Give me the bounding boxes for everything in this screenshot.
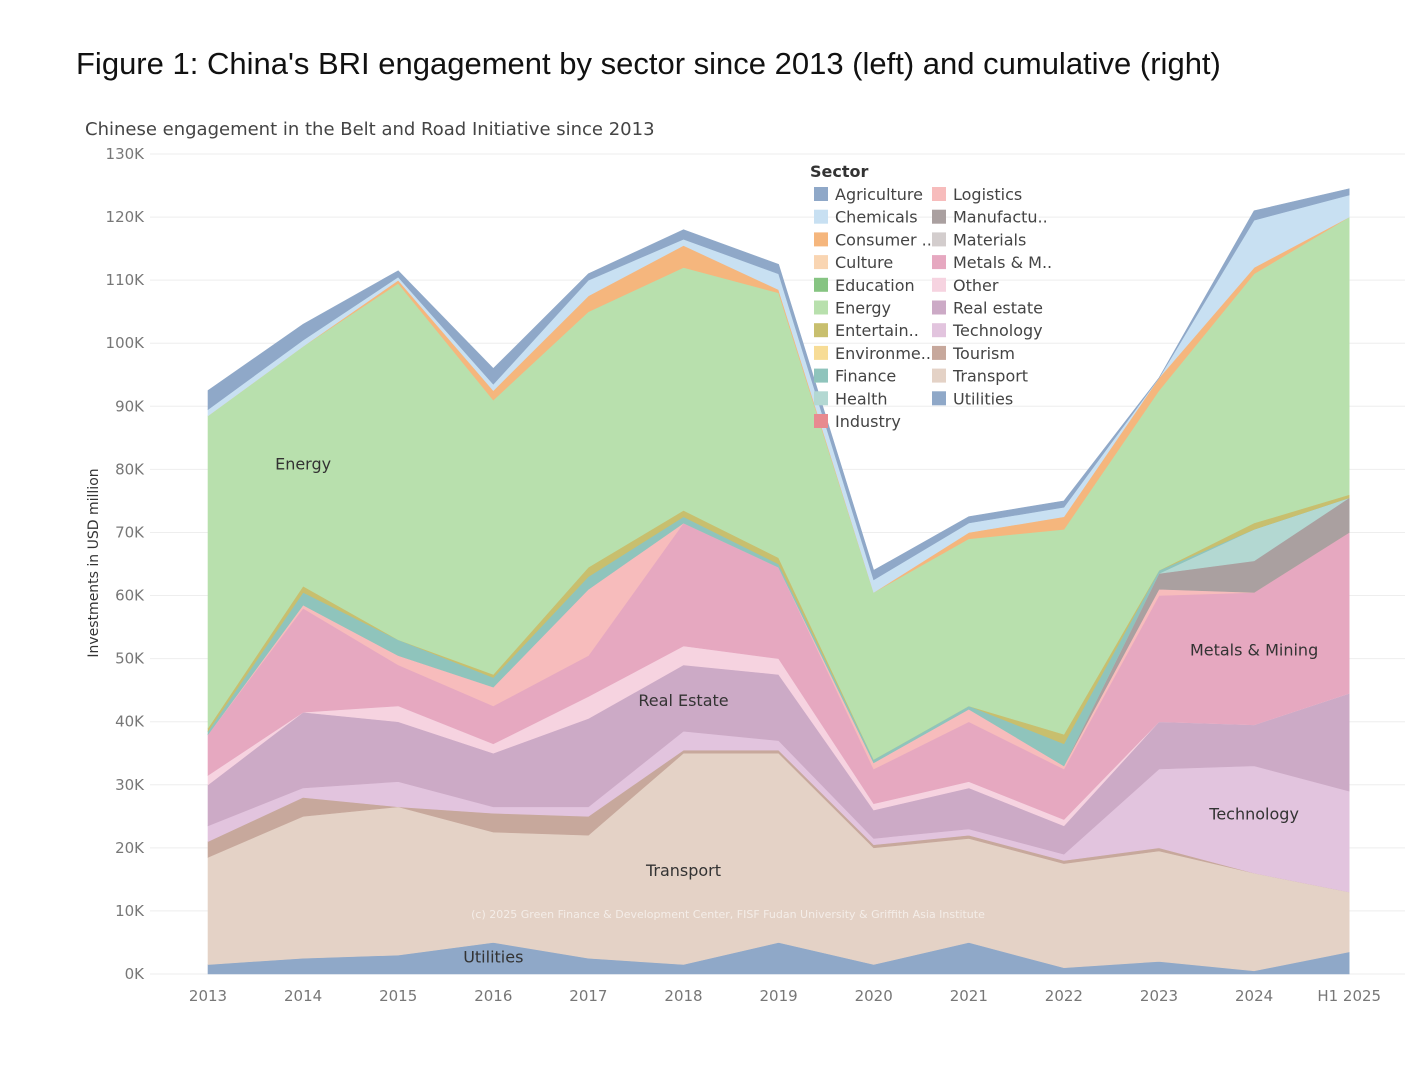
y-tick-label: 80K bbox=[115, 460, 145, 478]
legend-entry: Materials bbox=[953, 230, 1026, 249]
legend-entry: Finance bbox=[835, 367, 896, 386]
legend-swatch bbox=[932, 255, 946, 270]
legend-entry: Industry bbox=[835, 412, 901, 431]
legend-entry: Manufactu.. bbox=[953, 208, 1048, 227]
y-tick-label: 60K bbox=[115, 587, 145, 605]
legend-entry: Agriculture bbox=[835, 185, 923, 204]
legend-entry: Tourism bbox=[952, 344, 1015, 363]
legend-swatch bbox=[932, 323, 946, 338]
x-tick-label: 2018 bbox=[664, 987, 702, 1005]
x-tick-label: H1 2025 bbox=[1317, 987, 1381, 1005]
y-tick-label: 70K bbox=[115, 523, 145, 541]
area-annotation: Energy bbox=[275, 454, 331, 473]
y-tick-label: 0K bbox=[125, 965, 146, 983]
legend-entry: Energy bbox=[835, 299, 891, 318]
watermark: (c) 2025 Green Finance & Development Cen… bbox=[471, 908, 985, 921]
chart-title: Chinese engagement in the Belt and Road … bbox=[85, 119, 655, 140]
legend-swatch bbox=[932, 345, 946, 360]
y-tick-label: 40K bbox=[115, 713, 145, 731]
y-tick-label: 50K bbox=[115, 650, 145, 668]
area-annotation: Real Estate bbox=[638, 691, 728, 710]
x-tick-label: 2024 bbox=[1235, 987, 1273, 1005]
y-tick-label: 10K bbox=[115, 902, 145, 920]
area-annotation: Technology bbox=[1208, 804, 1299, 823]
legend-entry: Consumer .. bbox=[835, 230, 932, 249]
figure-title: Figure 1: China's BRI engagement by sect… bbox=[76, 46, 1221, 81]
legend-entry: Entertain.. bbox=[835, 321, 919, 340]
legend-swatch bbox=[814, 391, 828, 406]
area-annotation: Utilities bbox=[463, 948, 523, 967]
x-tick-label: 2015 bbox=[379, 987, 417, 1005]
x-tick-label: 2019 bbox=[760, 987, 798, 1005]
legend-swatch bbox=[814, 345, 828, 360]
x-tick-label: 2021 bbox=[950, 987, 988, 1005]
legend-entry: Health bbox=[835, 389, 888, 408]
legend-swatch bbox=[932, 209, 946, 224]
x-axis: 2013 2014 2015 2016 2017 2018 2019 2020 2021 2022… bbox=[189, 987, 1381, 1005]
y-tick-label: 90K bbox=[115, 397, 145, 415]
legend-swatch bbox=[814, 187, 828, 201]
y-tick-label: 100K bbox=[106, 334, 146, 352]
y-tick-label: 130K bbox=[106, 145, 146, 163]
x-tick-label: 2014 bbox=[284, 987, 322, 1005]
legend-swatch bbox=[932, 232, 946, 247]
legend-entry: Utilities bbox=[953, 389, 1013, 408]
legend-swatch bbox=[814, 300, 828, 315]
legend-entry: Real estate bbox=[953, 299, 1043, 318]
legend-entry: Metals & M.. bbox=[953, 253, 1052, 272]
legend-entry: Culture bbox=[835, 253, 893, 272]
y-axis-label: Investments in USD million bbox=[86, 468, 102, 657]
legend-entry: Other bbox=[953, 276, 999, 295]
x-tick-label: 2022 bbox=[1045, 987, 1083, 1005]
legend-entry: Education bbox=[835, 276, 915, 295]
legend-swatch bbox=[814, 232, 828, 247]
x-tick-label: 2013 bbox=[189, 987, 227, 1005]
legend-entry: Technology bbox=[952, 321, 1043, 340]
legend-swatch bbox=[932, 187, 946, 201]
legend-swatch bbox=[814, 255, 828, 270]
legend-swatch bbox=[932, 368, 946, 383]
y-tick-label: 20K bbox=[115, 839, 145, 857]
y-tick-label: 110K bbox=[106, 271, 146, 289]
y-tick-label: 30K bbox=[115, 776, 145, 794]
x-tick-label: 2016 bbox=[474, 987, 512, 1005]
legend-swatch bbox=[814, 323, 828, 338]
legend-entry: Logistics bbox=[953, 185, 1022, 204]
area-agriculture bbox=[207, 188, 1350, 581]
legend-swatch bbox=[932, 391, 946, 406]
legend-entry: Environme.. bbox=[835, 344, 931, 363]
legend-title: Sector bbox=[810, 162, 869, 181]
series-areas bbox=[207, 188, 1350, 975]
legend-swatch bbox=[814, 277, 828, 292]
area-annotations: Energy Real Estate Metals & Mining Technolo… bbox=[275, 454, 1318, 966]
legend-swatch bbox=[932, 277, 946, 292]
x-tick-label: 2017 bbox=[569, 987, 607, 1005]
area-annotation: Metals & Mining bbox=[1190, 640, 1318, 659]
legend-swatch bbox=[932, 300, 946, 315]
legend: Sector Agriculture Chemicals Consumer .. Cul… bbox=[810, 162, 1052, 431]
y-tick-label: 120K bbox=[106, 208, 146, 226]
y-axis: 0K 10K 20K 30K 40K 50K 60K 70K 80K 90K 100K 110K 120… bbox=[106, 145, 146, 983]
legend-swatch bbox=[814, 414, 828, 428]
x-tick-label: 2020 bbox=[855, 987, 893, 1005]
legend-swatch bbox=[814, 368, 828, 383]
legend-entry: Transport bbox=[952, 367, 1028, 386]
x-tick-label: 2023 bbox=[1140, 987, 1178, 1005]
area-annotation: Transport bbox=[645, 861, 721, 880]
legend-entry: Chemicals bbox=[835, 208, 918, 227]
legend-swatch bbox=[814, 209, 828, 224]
